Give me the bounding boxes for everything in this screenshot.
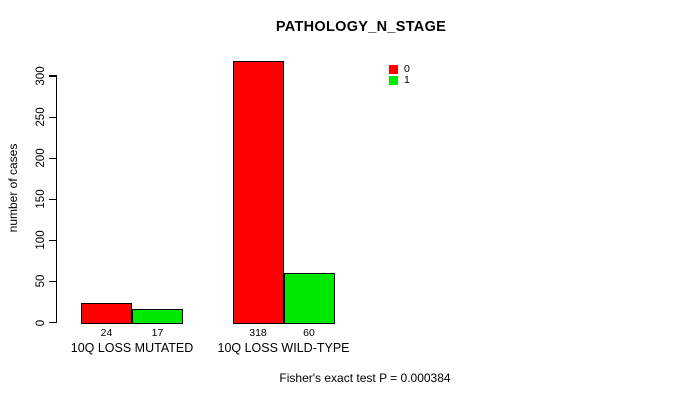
y-axis-tick-label: 0 [35, 319, 47, 326]
y-axis-tick [49, 75, 57, 77]
y-axis-tick-label: 250 [35, 107, 47, 127]
bar [132, 308, 183, 324]
legend-item: 0 [389, 64, 410, 74]
y-axis-tick-label: 100 [35, 230, 47, 250]
y-axis-tick-label: 200 [35, 148, 47, 168]
bar [283, 273, 335, 324]
bar-value-label: 24 [100, 326, 113, 339]
legend-label: 1 [404, 74, 410, 86]
legend-swatch [389, 64, 398, 74]
y-axis-tick-label: 150 [35, 189, 47, 209]
bar-value-label: 318 [249, 326, 267, 339]
fisher-test-annotation: Fisher's exact test P = 0.000384 [279, 371, 451, 385]
legend-swatch [389, 75, 398, 85]
y-axis-tick [49, 116, 57, 118]
x-category-label: 10Q LOSS WILD-TYPE [217, 341, 350, 355]
legend-item: 1 [389, 75, 410, 85]
y-axis-tick [49, 280, 57, 283]
y-axis-tick [49, 322, 57, 324]
bar-value-label: 17 [151, 326, 164, 339]
y-axis-tick-label: 300 [35, 66, 47, 86]
y-axis-label: number of cases [6, 143, 20, 233]
y-axis-tick [49, 157, 57, 159]
bar [232, 61, 284, 324]
x-category-label: 10Q LOSS MUTATED [70, 341, 194, 355]
y-axis-tick-label: 50 [35, 274, 47, 288]
legend-label: 0 [404, 63, 410, 75]
y-axis-tick [49, 239, 57, 241]
chart-title: PATHOLOGY_N_STAGE [275, 19, 447, 35]
bar [81, 302, 132, 324]
bar-value-label: 60 [303, 326, 315, 339]
y-axis-tick [49, 198, 57, 200]
